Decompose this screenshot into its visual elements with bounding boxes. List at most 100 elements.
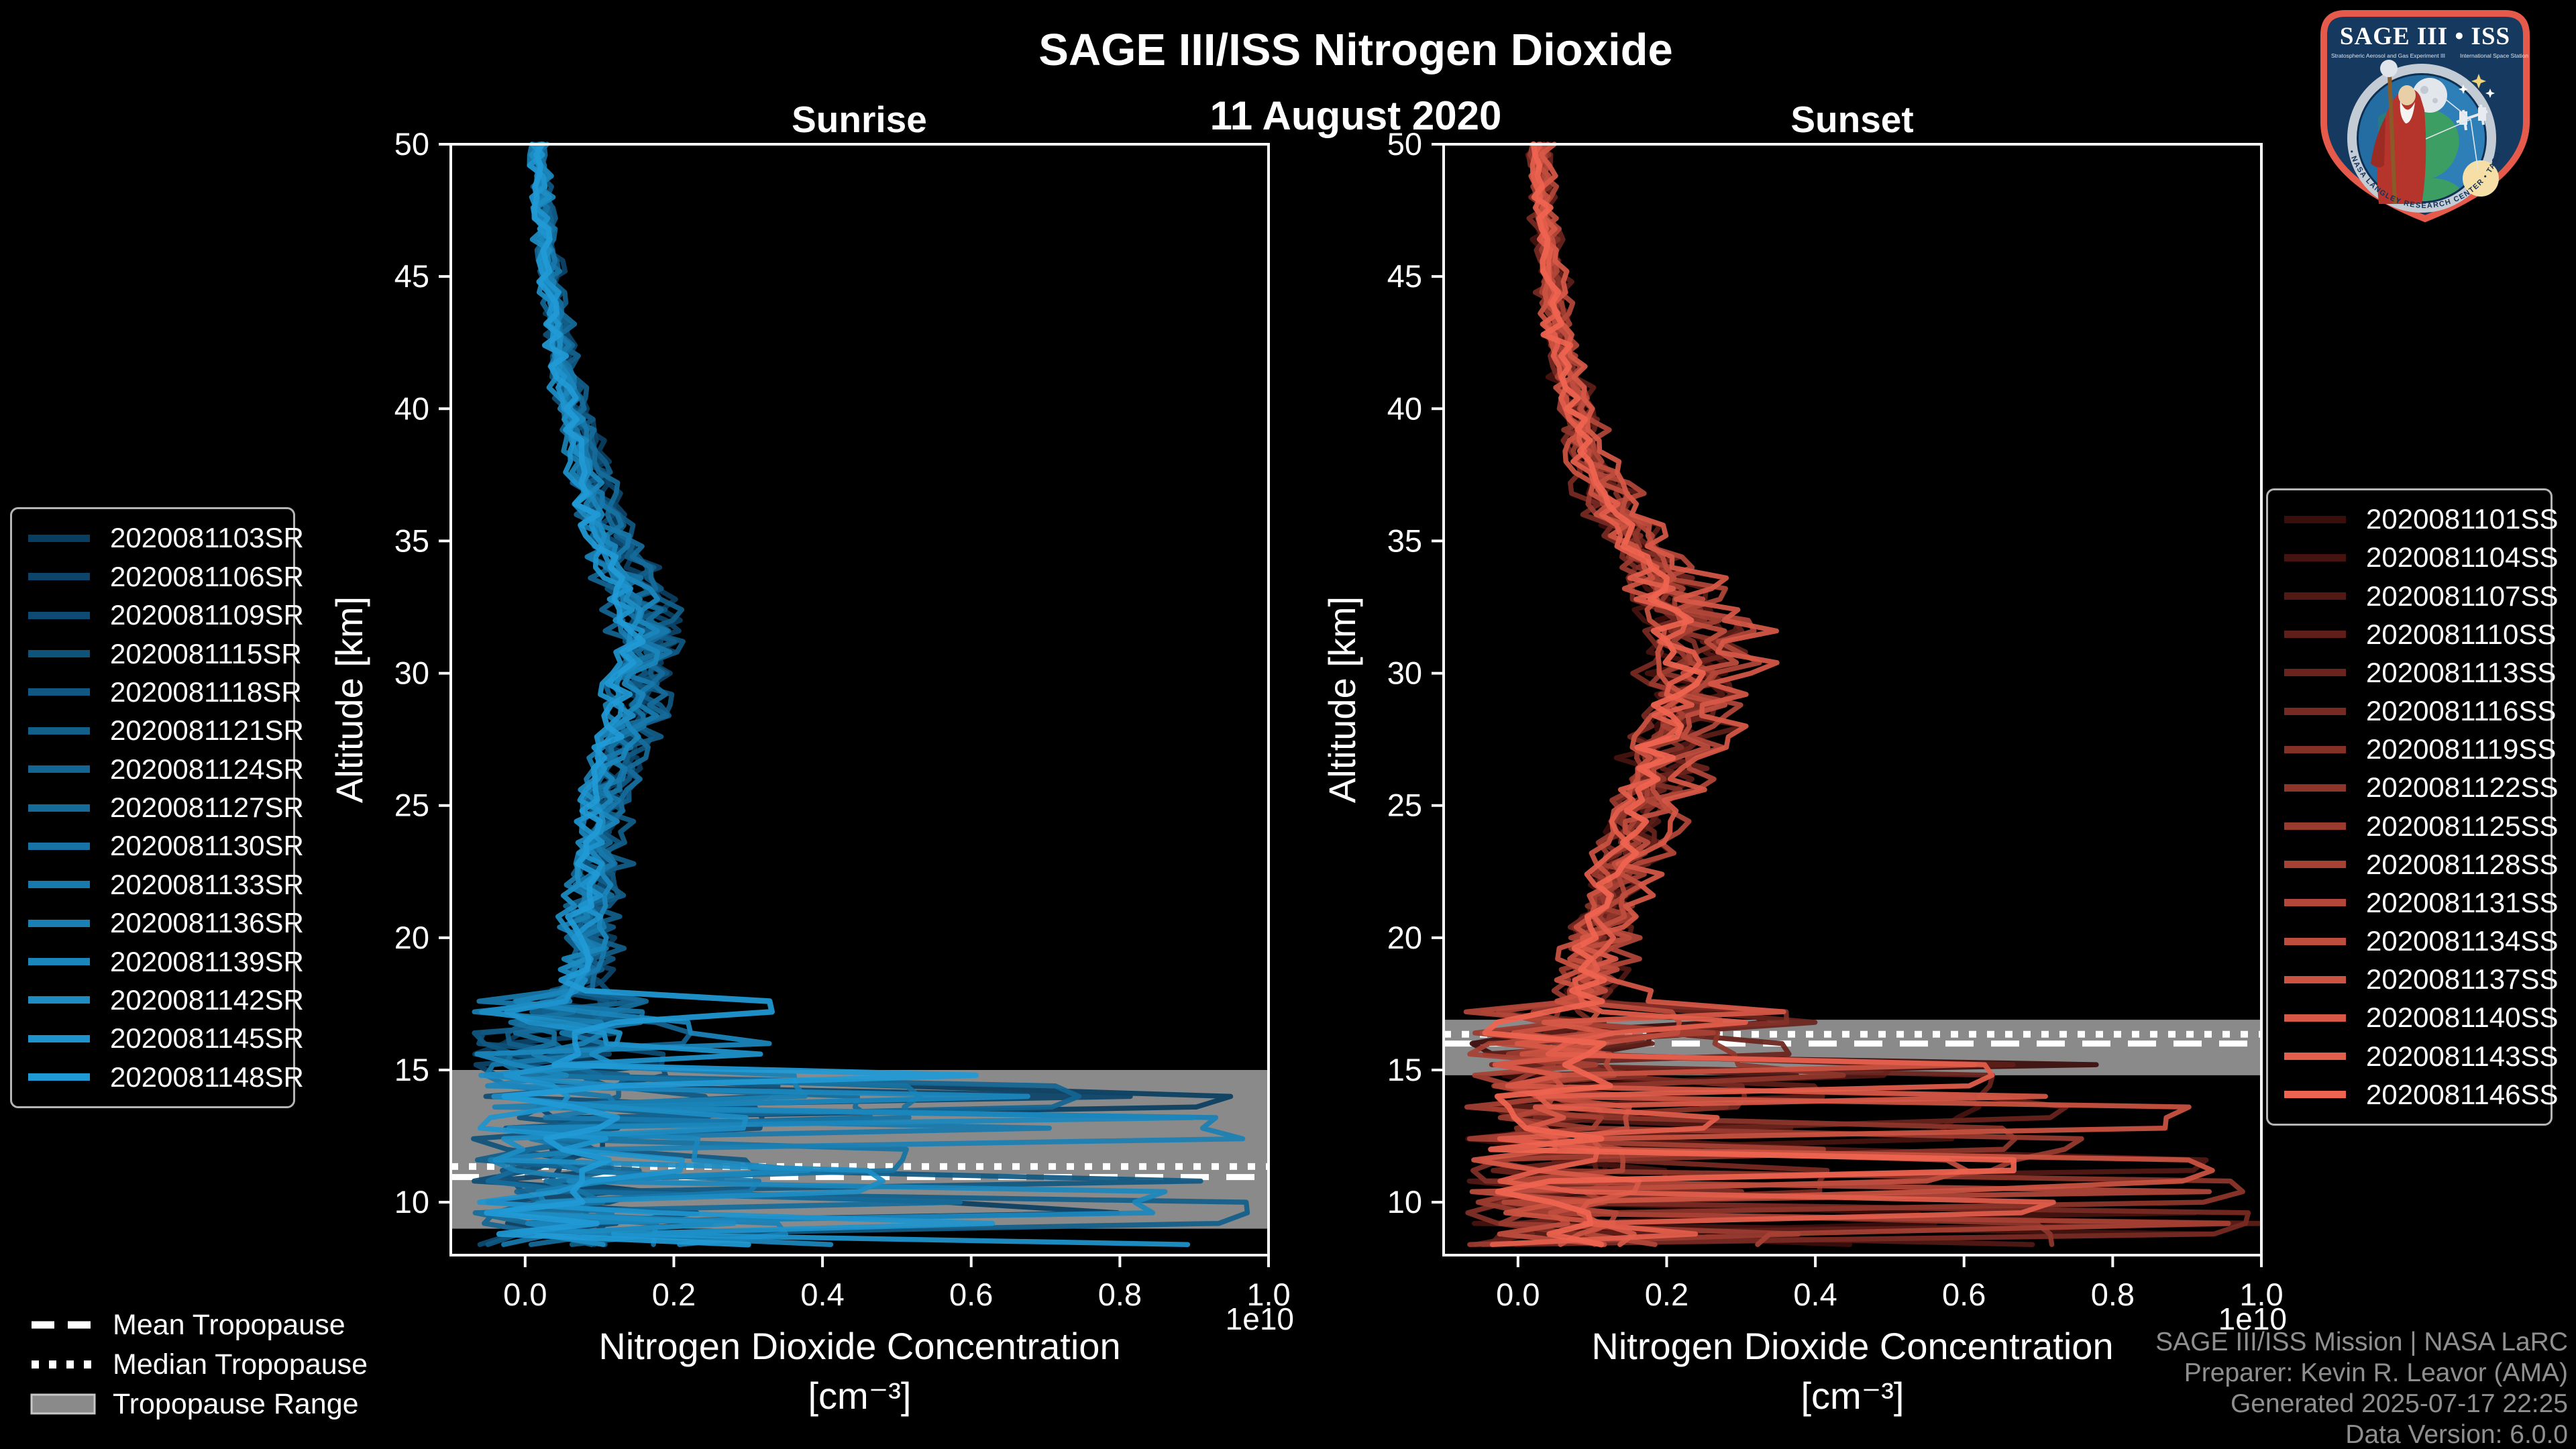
legend-color-swatch: [28, 727, 90, 735]
tropopause-legend-item: Tropopause Range: [30, 1387, 368, 1420]
legend-color-swatch: [28, 573, 90, 581]
profile-line-2020081140SS: [1471, 142, 2048, 1247]
logo-figure: [2371, 60, 2426, 205]
legend-event-label: 2020081130SR: [110, 830, 304, 862]
legend-item: 2020081106SR: [12, 561, 304, 593]
logo-stars: [2459, 74, 2495, 98]
legend-event-label: 2020081116SS: [2366, 695, 2557, 727]
x-axis-units-label: [cm⁻³]: [808, 1375, 912, 1417]
legend-event-label: 2020081143SS: [2366, 1040, 2559, 1072]
legend-item: 2020081107SS: [2268, 580, 2559, 612]
panel-sunset: 0.0 0.2 0.4 0.6 0.8 1.0 10 15 20 25 30 35 40 45 50 1e10…: [1321, 126, 2287, 1417]
x-axis-units-label: [cm⁻³]: [1801, 1375, 1904, 1417]
panel-sunrise: 0.0 0.2 0.4 0.6 0.8 1.0 10 15 20 25 30 35 40 45 50 1e10…: [328, 126, 1294, 1417]
sage-iss-logo: SAGE III • ISS Stratospheric Aerosol and…: [2314, 9, 2530, 223]
legend-item: 2020081148SR: [12, 1061, 304, 1093]
legend-item: 2020081122SS: [2268, 771, 2559, 804]
legend-event-label: 2020081101SS: [2366, 503, 2559, 535]
x-axis-label: Nitrogen Dioxide Concentration: [1591, 1325, 2113, 1367]
tropopause-legend-item: Mean Tropopause: [30, 1309, 368, 1341]
legend-color-swatch: [28, 611, 90, 619]
legend-event-label: 2020081127SR: [110, 792, 304, 823]
profile-line-2020081146SS: [1482, 141, 2017, 1248]
figure-date: 11 August 2020: [1210, 93, 1502, 138]
legend-color-swatch: [28, 650, 90, 657]
footer-credits: SAGE III/ISS Mission | NASA LaRC Preparer…: [2155, 1327, 2568, 1449]
legend-color-swatch: [28, 688, 90, 696]
legend-event-label: 2020081134SS: [2366, 925, 2559, 957]
y-tick-label: 45: [394, 258, 429, 294]
dashed-line-icon: [32, 1321, 95, 1329]
legend-item: 2020081128SS: [2268, 849, 2559, 881]
x-tick-label: 0.2: [652, 1277, 696, 1312]
legend-color-swatch: [2284, 631, 2346, 639]
x-tick-label: 0.6: [949, 1277, 993, 1312]
y-axis-label: Altitude [km]: [1321, 596, 1363, 803]
legend-item: 2020081119SS: [2268, 733, 2556, 765]
y-tick-label: 50: [1387, 126, 1422, 162]
legend-event-label: 2020081109SR: [110, 599, 304, 631]
legend-item: 2020081146SS: [2268, 1079, 2559, 1111]
profile-line-2020081143SS: [1489, 142, 2056, 1247]
y-axis-label: Altitude [km]: [328, 596, 370, 803]
legend-item: 2020081136SR: [12, 907, 304, 939]
y-tick-label: 40: [394, 390, 429, 426]
legend-color-swatch: [28, 996, 90, 1004]
legend-color-swatch: [2284, 1091, 2346, 1099]
legend-event-label: 2020081125SS: [2366, 810, 2559, 842]
legend-color-swatch: [28, 534, 90, 542]
tropopause-legend-label: Tropopause Range: [113, 1387, 359, 1420]
legend-event-label: 2020081107SS: [2366, 580, 2559, 612]
legend-item: 2020081124SR: [12, 753, 304, 786]
legend-color-swatch: [28, 765, 90, 773]
x-tick-label: 0.0: [1496, 1277, 1540, 1312]
y-tick-label: 45: [1387, 258, 1422, 294]
legend-event-label: 2020081133SR: [110, 868, 304, 900]
legend-item: 2020081143SS: [2268, 1040, 2559, 1073]
legend-event-label: 2020081142SR: [110, 983, 304, 1016]
legend-color-swatch: [28, 919, 90, 927]
legend-event-label: 2020081119SS: [2366, 733, 2557, 765]
y-tick-label: 35: [394, 523, 429, 558]
legend-item: 2020081145SR: [12, 1022, 304, 1055]
y-tick-label: 30: [394, 655, 429, 691]
x-tick-label: 1.0: [1246, 1277, 1290, 1312]
y-tick-label: 10: [1387, 1184, 1422, 1220]
y-tick-label: 30: [1387, 655, 1422, 691]
x-tick-label: 0.4: [800, 1277, 844, 1312]
legend-color-swatch: [2284, 515, 2346, 523]
logo-subtitle-left: Stratospheric Aerosol and Gas Experiment…: [2331, 52, 2445, 59]
logo-sun: [2463, 160, 2499, 197]
legend-color-swatch: [28, 1073, 90, 1081]
legend-event-label: 2020081128SS: [2366, 848, 2559, 880]
legend-event-label: 2020081131SS: [2366, 886, 2559, 918]
logo-subtitle-right: International Space Station: [2460, 52, 2528, 59]
band-swatch: [30, 1393, 96, 1415]
legend-event-label: 2020081104SS: [2366, 541, 2559, 574]
legend-item: 2020081103SR: [12, 522, 304, 554]
x-tick-label: 0.6: [1942, 1277, 1986, 1312]
legend-event-label: 2020081139SR: [110, 945, 304, 977]
legend-color-swatch: [28, 881, 90, 889]
logo-moon-crater: [2420, 86, 2428, 94]
legend-event-label: 2020081148SR: [110, 1061, 304, 1093]
legend-item: 2020081130SR: [12, 830, 304, 862]
legend-color-swatch: [28, 842, 90, 850]
legend-color-swatch: [2284, 975, 2346, 983]
axes-frame: [449, 143, 1270, 1256]
legend-event-label: 2020081140SS: [2366, 1002, 2559, 1034]
legend-event-label: 2020081145SR: [110, 1022, 304, 1055]
legend-item: 2020081113SS: [2268, 657, 2556, 689]
y-tick-label: 25: [1387, 788, 1422, 823]
profile-line-2020081131SS: [1463, 142, 2212, 1247]
legend-event-label: 2020081124SR: [110, 753, 304, 785]
legend-item: 2020081116SS: [2268, 695, 2556, 727]
y-tick-label: 35: [1387, 523, 1422, 558]
legend-item: 2020081127SR: [12, 792, 304, 824]
legend-color-swatch: [2284, 1053, 2346, 1061]
panel-title-sunset: Sunset: [1790, 99, 1914, 140]
x-tick-label: 1.0: [2239, 1277, 2283, 1312]
legend-event-label: 2020081103SR: [110, 522, 304, 554]
